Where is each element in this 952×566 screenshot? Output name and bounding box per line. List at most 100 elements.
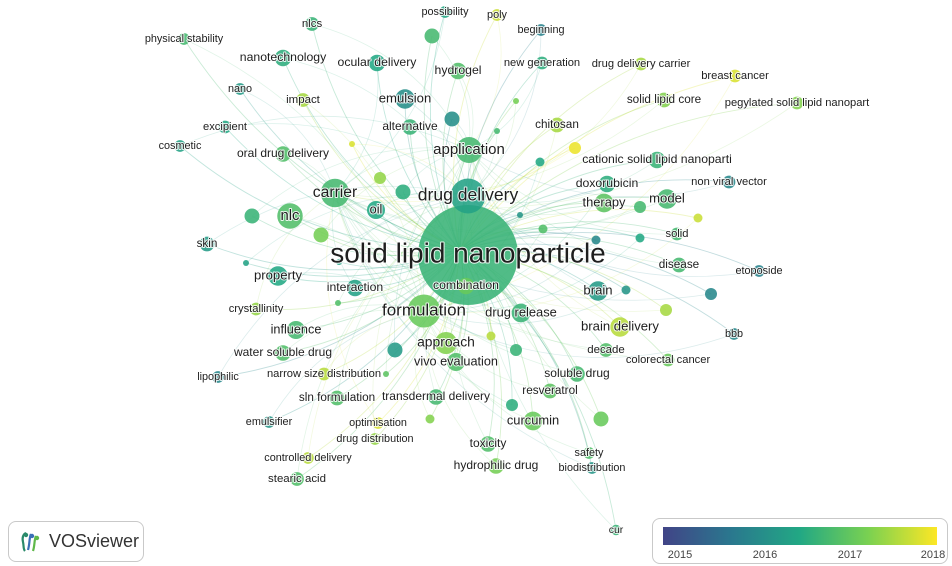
- term-label-water-soluble-drug[interactable]: water soluble drug: [232, 344, 333, 360]
- minor-node[interactable]: [425, 414, 435, 424]
- node-emulsifier[interactable]: [263, 416, 275, 428]
- node-solid-lipid-nanoparticle[interactable]: [418, 205, 518, 305]
- node-carrier[interactable]: [320, 178, 350, 208]
- node-optimisation[interactable]: [372, 417, 384, 429]
- term-label-poly[interactable]: poly: [486, 8, 508, 22]
- node-therapy[interactable]: [594, 193, 614, 213]
- node-doxorubicin[interactable]: [598, 175, 616, 193]
- minor-node[interactable]: [705, 288, 717, 300]
- term-label-ocular-delivery[interactable]: ocular delivery: [337, 54, 419, 70]
- term-label-nanotechnology[interactable]: nanotechnology: [239, 49, 328, 65]
- term-label-breast-cancer[interactable]: breast cancer: [700, 69, 770, 83]
- term-label-sln-formulation[interactable]: sln formulation: [298, 390, 376, 405]
- term-label-doxorubicin[interactable]: doxorubicin: [575, 175, 640, 191]
- node-vivo-evaluation[interactable]: [446, 352, 466, 372]
- node-drug-delivery[interactable]: [450, 178, 486, 214]
- node-influence[interactable]: [286, 320, 306, 340]
- minor-node[interactable]: [593, 411, 609, 427]
- minor-node[interactable]: [444, 111, 460, 127]
- node-oral-drug-delivery[interactable]: [275, 146, 291, 162]
- node-non-viral-vector[interactable]: [722, 175, 736, 189]
- term-label-drug-release[interactable]: drug release: [484, 303, 558, 320]
- node-model[interactable]: [657, 189, 677, 209]
- node-new-generation[interactable]: [535, 56, 549, 70]
- term-label-solid[interactable]: solid: [665, 227, 690, 241]
- node-crystallinity[interactable]: [249, 302, 263, 316]
- minor-node[interactable]: [387, 342, 403, 358]
- term-label-disease[interactable]: disease: [658, 257, 700, 272]
- node-etoposide[interactable]: [753, 265, 765, 277]
- minor-node[interactable]: [486, 331, 496, 341]
- term-label-brain-delivery[interactable]: brain delivery: [580, 317, 660, 334]
- term-label-excipient[interactable]: excipient: [202, 120, 249, 134]
- node-decade[interactable]: [599, 343, 613, 357]
- term-label-optimisation[interactable]: optimisation: [348, 416, 408, 430]
- node-drug-release[interactable]: [511, 303, 531, 323]
- term-label-nlc[interactable]: nlc: [280, 207, 302, 225]
- term-label-possibility[interactable]: possibility: [420, 5, 470, 19]
- term-label-interaction[interactable]: interaction: [326, 279, 385, 295]
- node-interaction[interactable]: [346, 279, 364, 297]
- minor-node[interactable]: [569, 142, 581, 154]
- term-label-colorectal-cancer[interactable]: colorectal cancer: [625, 353, 712, 367]
- node-nano[interactable]: [234, 83, 246, 95]
- node-ocular-delivery[interactable]: [368, 54, 386, 72]
- node-physical-stability[interactable]: [178, 33, 190, 45]
- term-label-solid-lipid-core[interactable]: solid lipid core: [626, 92, 702, 107]
- term-label-toxicity[interactable]: toxicity: [469, 435, 508, 451]
- term-label-beginning[interactable]: beginning: [516, 23, 565, 37]
- term-label-impact[interactable]: impact: [285, 93, 322, 107]
- term-label-model[interactable]: model: [648, 189, 686, 206]
- term-label-skin[interactable]: skin: [196, 236, 219, 251]
- term-label-drug-distribution[interactable]: drug distribution: [335, 432, 414, 446]
- term-label-chitosan[interactable]: chitosan: [534, 117, 580, 132]
- term-label-cationic-solid-lipid-nanoparti[interactable]: cationic solid lipid nanoparti: [581, 151, 733, 167]
- minor-node[interactable]: [513, 98, 519, 104]
- node-curcumin[interactable]: [523, 411, 543, 431]
- term-label-oral-drug-delivery[interactable]: oral drug delivery: [236, 145, 330, 161]
- term-label-application[interactable]: application: [432, 140, 506, 159]
- term-label-therapy[interactable]: therapy: [582, 193, 628, 210]
- node-drug-distribution[interactable]: [369, 433, 381, 445]
- node-biodistribution[interactable]: [586, 462, 598, 474]
- term-label-curcumin[interactable]: curcumin: [506, 411, 560, 428]
- minor-node[interactable]: [693, 213, 703, 223]
- node-safety[interactable]: [583, 447, 595, 459]
- node-cur[interactable]: [610, 524, 622, 536]
- minor-node[interactable]: [244, 208, 260, 224]
- node-water-soluble-drug[interactable]: [275, 345, 291, 361]
- node-disease[interactable]: [671, 257, 687, 273]
- node-impact[interactable]: [296, 93, 310, 107]
- node-formulation[interactable]: [407, 294, 441, 328]
- node-solid-lipid-core[interactable]: [656, 92, 672, 108]
- node-beginning[interactable]: [535, 24, 547, 36]
- term-label-oil[interactable]: oil: [369, 201, 384, 217]
- node-application[interactable]: [456, 137, 482, 163]
- term-label-narrow-size-distribution[interactable]: narrow size distribution: [266, 367, 382, 381]
- term-label-controlled-delivery[interactable]: controlled delivery: [263, 451, 353, 465]
- node-hydrogel[interactable]: [449, 62, 467, 80]
- term-label-emulsifier[interactable]: emulsifier: [245, 415, 294, 429]
- minor-node[interactable]: [494, 128, 500, 134]
- minor-node[interactable]: [591, 235, 601, 245]
- node-stearic-acid[interactable]: [290, 472, 304, 486]
- node-brain-delivery[interactable]: [610, 317, 630, 337]
- term-label-decade[interactable]: decade: [586, 343, 626, 357]
- minor-node[interactable]: [424, 28, 440, 44]
- minor-node[interactable]: [538, 224, 548, 234]
- minor-node[interactable]: [395, 184, 411, 200]
- term-label-pegylated-solid-lipid-nanopart[interactable]: pegylated solid lipid nanopart: [724, 96, 871, 110]
- term-label-etoposide[interactable]: etoposide: [734, 264, 783, 278]
- node-solid[interactable]: [670, 227, 684, 241]
- node-resveratrol[interactable]: [542, 383, 558, 399]
- node-pegylated-solid-lipid-nanopart[interactable]: [790, 96, 804, 110]
- term-label-nano[interactable]: nano: [227, 82, 253, 96]
- node-hydrophilic-drug[interactable]: [488, 458, 504, 474]
- term-label-emulsion[interactable]: emulsion: [378, 89, 432, 106]
- term-label-stearic-acid[interactable]: stearic acid: [267, 472, 327, 486]
- term-label-hydrophilic-drug[interactable]: hydrophilic drug: [453, 457, 540, 473]
- minor-node[interactable]: [510, 344, 522, 356]
- minor-node[interactable]: [313, 227, 329, 243]
- node-nlcs[interactable]: [305, 17, 319, 31]
- node-alternative[interactable]: [402, 119, 418, 135]
